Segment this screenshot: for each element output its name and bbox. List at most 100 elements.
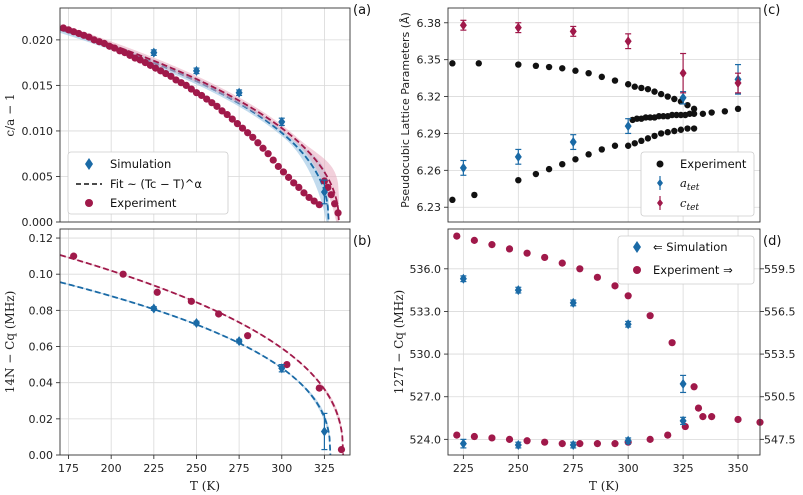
- experiment-point: [453, 232, 461, 240]
- experiment-point: [668, 111, 676, 119]
- legend-d-experiment-text: Experiment ⇒: [653, 263, 733, 277]
- experiment-point: [559, 160, 566, 168]
- experiment-point: [624, 142, 632, 149]
- panel-a-label: (a): [353, 3, 371, 18]
- experiment-point: [638, 84, 645, 92]
- experiment-point: [644, 135, 652, 142]
- xtick-label: 175: [58, 462, 79, 475]
- experiment-point: [598, 73, 606, 81]
- legend-a-tet-marker: [657, 179, 663, 187]
- simulation-point: [679, 378, 687, 389]
- ytick-label: 6.23: [417, 201, 442, 214]
- experiment-point: [572, 156, 579, 163]
- experiment-point: [182, 81, 190, 90]
- experiment-point: [505, 435, 514, 443]
- experiment-point: [259, 144, 267, 152]
- xtick-label: 300: [618, 462, 639, 475]
- legend-fit-text: Fit ~ (Tc − T)^α: [110, 177, 202, 191]
- xtick-label: 225: [453, 462, 474, 475]
- experiment-point: [593, 440, 602, 448]
- experiment-point: [721, 108, 729, 115]
- simulation-point: [320, 426, 328, 437]
- simulation-point: [514, 440, 522, 451]
- experiment-point: [545, 63, 553, 71]
- experiment-point: [611, 77, 619, 84]
- experiment-point: [677, 126, 685, 133]
- experiment-point: [694, 404, 703, 412]
- experiment-point: [660, 113, 667, 120]
- experiment-point: [187, 85, 195, 93]
- experiment-point: [449, 196, 456, 204]
- experiment-point: [153, 288, 161, 296]
- ytick-label: 0.015: [22, 79, 54, 92]
- experiment-point: [657, 130, 665, 137]
- experiment-point: [284, 173, 293, 181]
- panel-d-legend: ⇐ Simulation Experiment ⇒: [617, 235, 755, 285]
- fit-b-simulation: [59, 281, 332, 456]
- panel-d-ylabel: 127I − Cq (MHz): [392, 290, 406, 394]
- experiment-point: [315, 384, 323, 392]
- experiment-point: [631, 140, 638, 147]
- a-tet-point: [514, 151, 522, 162]
- experiment-point: [690, 110, 698, 117]
- ytick-label: 0.12: [29, 232, 54, 245]
- experiment-point: [624, 81, 632, 88]
- simulation-point: [459, 438, 467, 449]
- experiment-point: [215, 310, 223, 318]
- legend-experiment-marker: [85, 199, 93, 207]
- experiment-point: [532, 62, 540, 70]
- experiment-point: [671, 95, 678, 103]
- simulation-point: [278, 363, 286, 374]
- experiment-point: [673, 111, 680, 119]
- experiment-point: [677, 111, 685, 119]
- experiment-point: [187, 297, 195, 305]
- experiment-point: [453, 431, 461, 439]
- simulation-point: [569, 297, 577, 308]
- experiment-point: [699, 110, 707, 117]
- ytick-label: 0.06: [29, 341, 54, 354]
- experiment-point: [331, 200, 339, 208]
- ytick-label: 530.0: [410, 348, 442, 361]
- ytick-right-label: 550.5: [764, 391, 796, 404]
- ytick-right-label: 559.5: [764, 263, 796, 276]
- experiment-point: [684, 125, 691, 132]
- panel-a: 0.000 0.005 0.010 0.015 0.020 c/a − 1 (a) Si…: [3, 3, 371, 229]
- simulation-point: [624, 435, 632, 446]
- experiment-point: [558, 259, 566, 267]
- experiment-point: [218, 107, 226, 115]
- experiment-point: [337, 445, 346, 454]
- xtick-label: 325: [314, 462, 335, 475]
- legend-a-tet-text: atet: [680, 176, 700, 193]
- experiment-point: [327, 191, 335, 199]
- ytick-label: 6.38: [417, 17, 442, 30]
- experiment-point: [523, 249, 531, 257]
- experiment-point: [576, 265, 584, 273]
- experiment-point: [657, 90, 665, 98]
- experiment-point: [208, 99, 216, 107]
- simulation-point: [624, 319, 632, 330]
- xtick-label: 300: [271, 462, 292, 475]
- experiment-point: [223, 110, 231, 119]
- ytick-label: 0.10: [29, 268, 54, 281]
- experiment-point: [290, 179, 298, 187]
- experiment-point: [233, 120, 242, 128]
- ytick-right-label: 556.5: [764, 305, 796, 318]
- experiment-point: [545, 165, 553, 173]
- xtick-label: 200: [101, 462, 122, 475]
- panel-c-frame: [447, 7, 761, 223]
- panel-b: 0.00 0.02 0.04 0.06 0.08 0.10 0.12 175 200 225 25…: [3, 228, 371, 493]
- experiment-point: [690, 125, 698, 132]
- panel-c: 6.23 6.26 6.29 6.32 6.35 6.38 Pseudocubic Lat…: [399, 3, 780, 223]
- panel-a-frame: [59, 7, 351, 223]
- experiment-point: [664, 93, 671, 100]
- a-tet-point: [624, 121, 632, 132]
- experiment-point: [228, 115, 236, 123]
- c-tet-point: [514, 22, 522, 33]
- simulation-point: [235, 336, 243, 347]
- experiment-point: [295, 183, 303, 191]
- ytick-label: 6.35: [417, 54, 442, 67]
- ytick-label: 0.08: [29, 304, 54, 317]
- experiment-point: [279, 168, 288, 176]
- a-tet-point: [459, 162, 467, 173]
